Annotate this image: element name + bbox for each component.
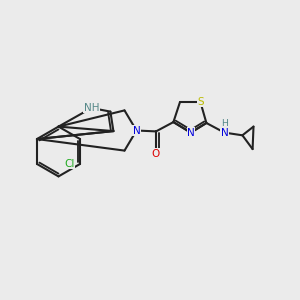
Text: O: O	[152, 148, 160, 159]
Text: NH: NH	[84, 103, 99, 113]
Text: N: N	[220, 128, 228, 138]
Text: Cl: Cl	[64, 159, 75, 169]
Text: N: N	[187, 128, 195, 138]
Text: N: N	[133, 125, 140, 136]
Text: S: S	[197, 97, 204, 107]
Text: H: H	[221, 119, 228, 128]
